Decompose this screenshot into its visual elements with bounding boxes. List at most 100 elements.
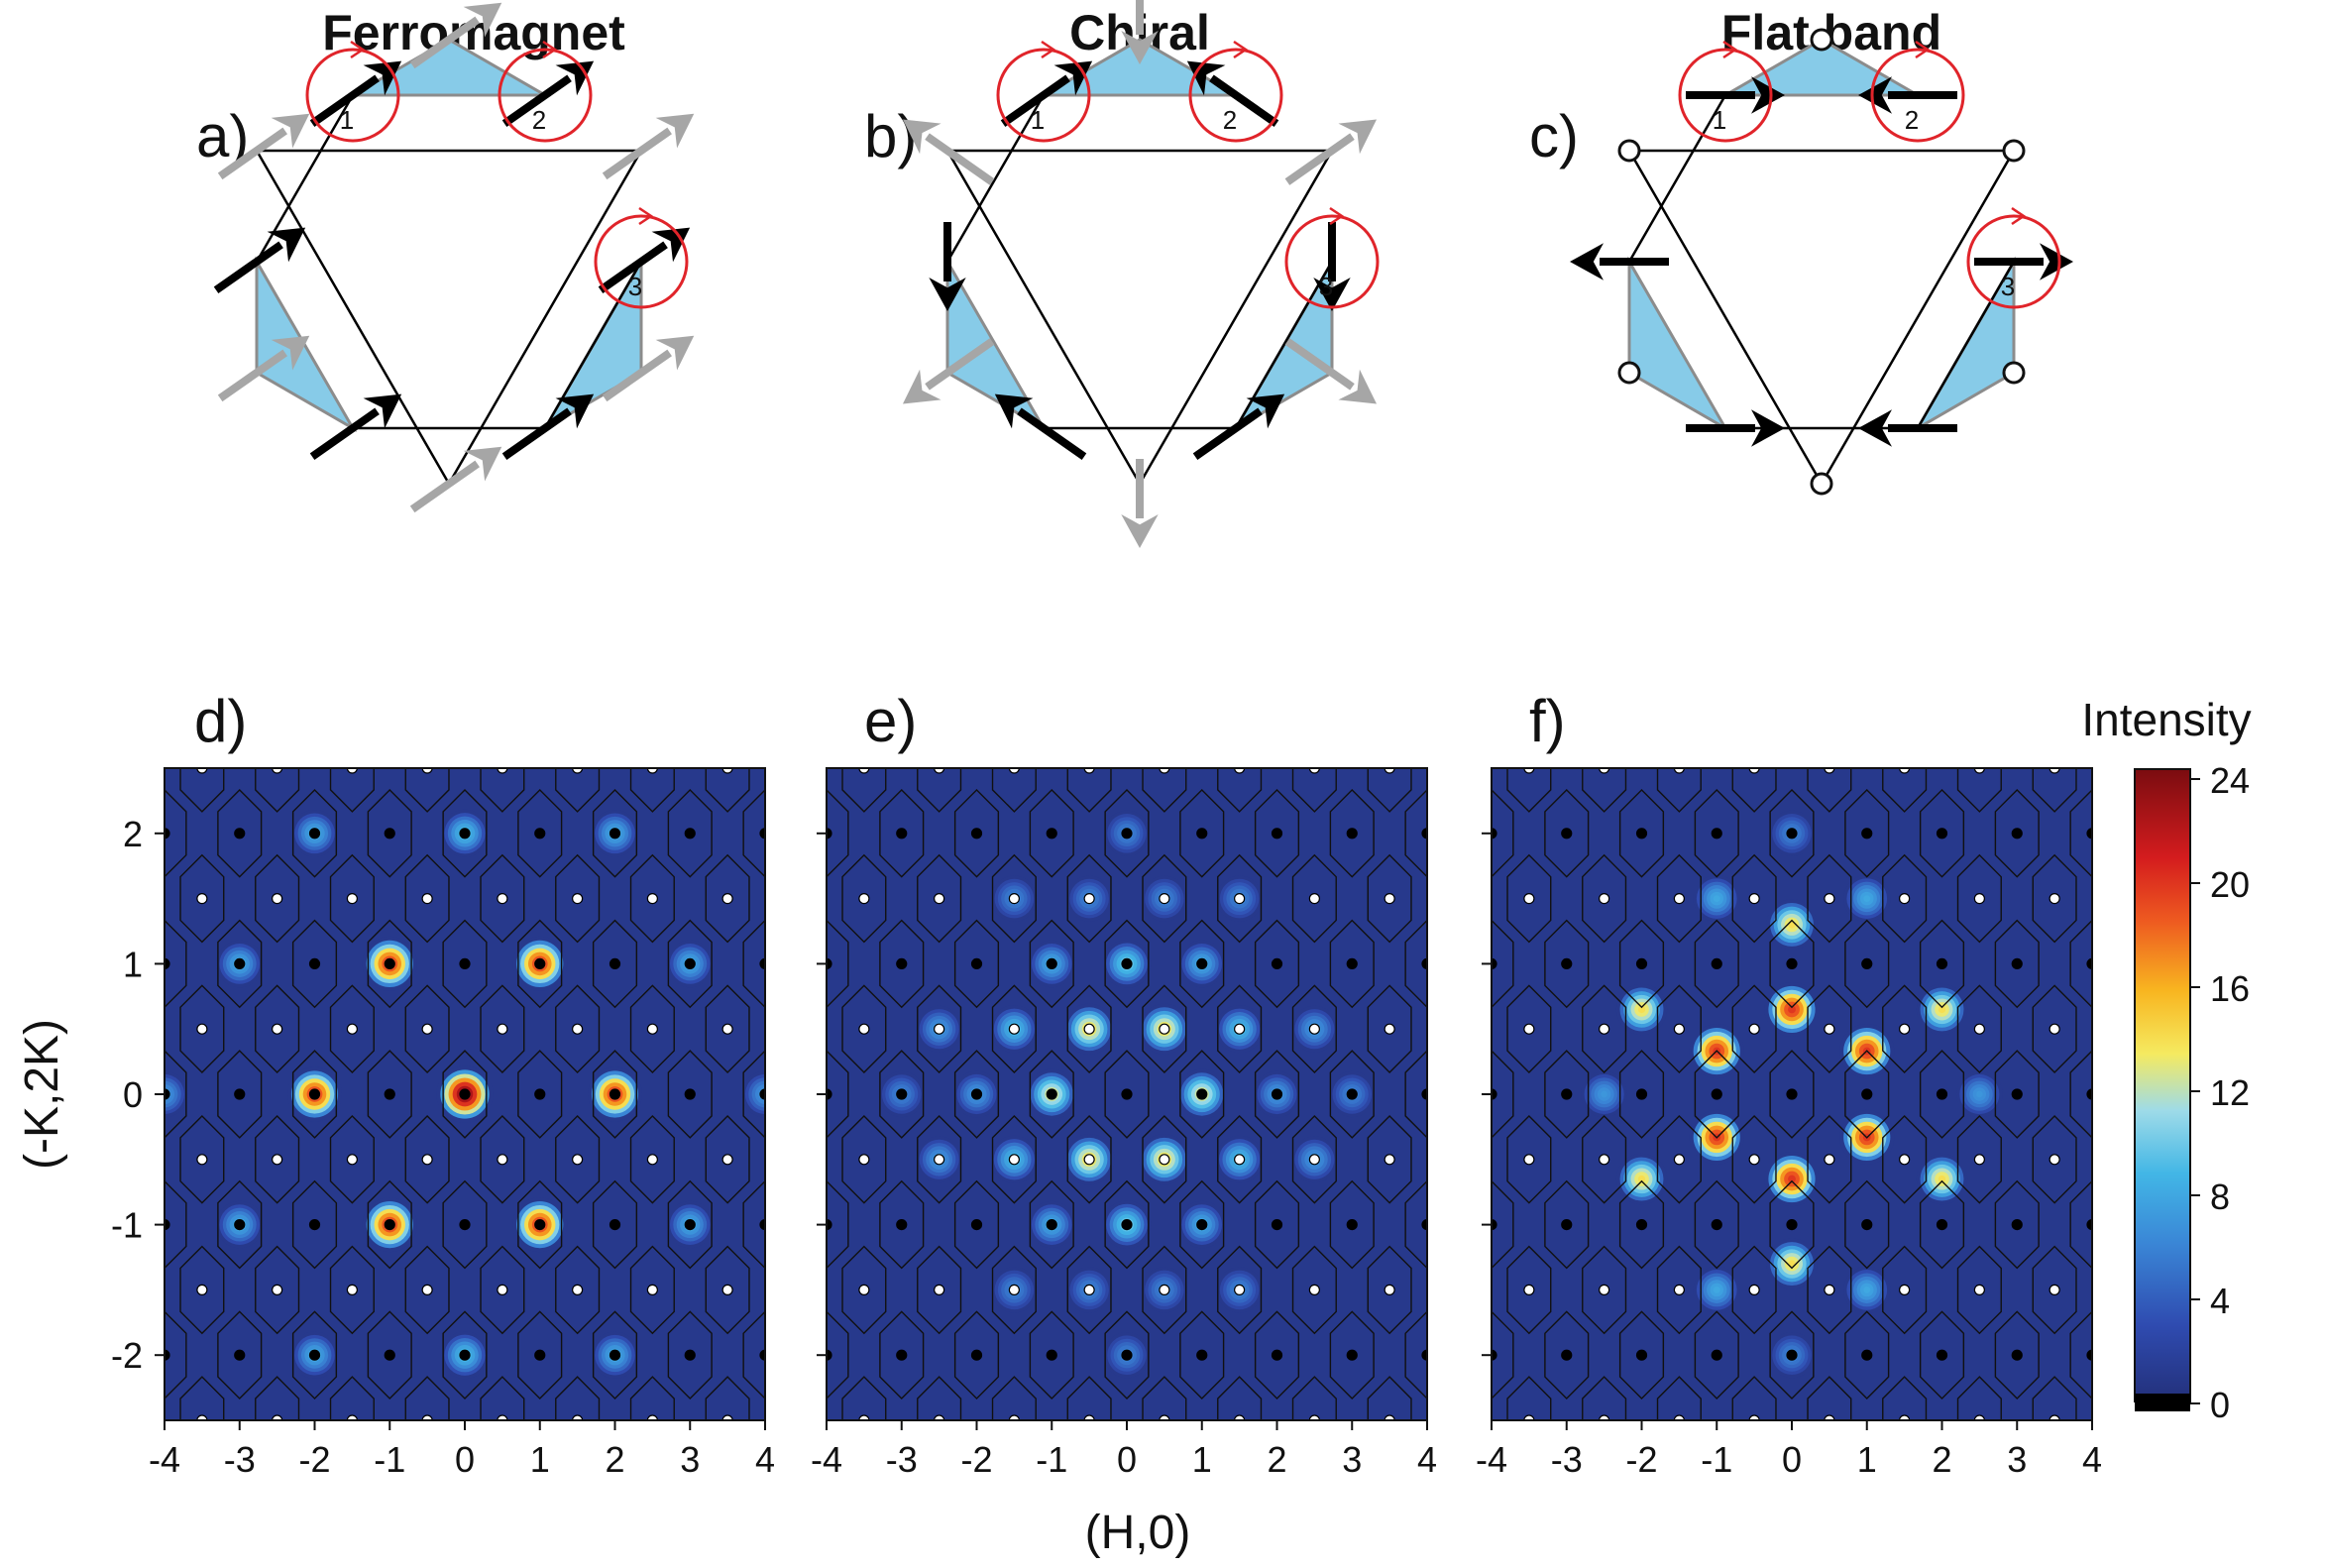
moment-site-3-shaft	[501, 407, 572, 460]
zone-boundary	[255, 1245, 300, 1335]
zone-boundary	[1921, 659, 1964, 746]
zone-boundary	[953, 919, 1000, 1009]
zone-boundary	[256, 1508, 299, 1568]
zone-boundary	[1732, 1508, 1776, 1568]
intensity-map-flat-band: -4 -3 -2 -1 0 1 2 3 4	[1432, 595, 2189, 1568]
lattice-point	[1234, 1154, 1246, 1166]
zone-boundary	[1254, 919, 1300, 1009]
zone-boundary	[1217, 1245, 1263, 1335]
bragg-point	[384, 828, 395, 840]
zone-boundary	[1443, 725, 1487, 812]
zone-boundary	[1582, 853, 1627, 944]
lattice-point	[1824, 1284, 1835, 1296]
precession-circle-2	[1870, 48, 1965, 143]
zone-boundary	[179, 768, 225, 813]
zone-boundary	[480, 1376, 525, 1420]
lattice-point	[1748, 1023, 1760, 1035]
precession-direction-icon	[1329, 206, 1345, 226]
bragg-point	[1786, 1088, 1798, 1100]
bragg-point	[2086, 957, 2092, 969]
zone-boundary	[1994, 919, 2040, 1009]
precession-direction-icon	[1233, 40, 1249, 59]
zone-boundary	[1506, 1376, 1552, 1420]
x-tick-label: 0	[1117, 1439, 1137, 1480]
lattice-point	[721, 1414, 733, 1420]
bragg-point	[1196, 1349, 1208, 1361]
moment-site-4-head	[363, 393, 402, 429]
zone-boundary	[1732, 595, 1776, 682]
zone-boundary	[1994, 1050, 2040, 1139]
bragg-point	[970, 828, 983, 840]
bragg-point	[759, 1088, 765, 1100]
x-tick-label: -2	[1625, 1439, 1657, 1480]
colorbar-ticks: 0 4 8 12 16 20 24	[2190, 760, 2250, 1425]
bragg-point	[896, 1218, 908, 1231]
bragg-point	[384, 1349, 395, 1361]
lattice-point	[1083, 1414, 1095, 1420]
intensity-peak-ring	[1713, 1287, 1720, 1293]
zone-boundary	[1066, 984, 1112, 1074]
lattice-point	[272, 768, 283, 774]
lattice-point	[1599, 1284, 1610, 1296]
bragg-point	[1271, 1088, 1283, 1100]
zone-boundary	[1958, 595, 2002, 682]
moment-site-1-shaft	[501, 74, 572, 127]
zone-boundary	[1769, 1179, 1815, 1270]
moment-corner-bottom-head	[1121, 514, 1159, 548]
lattice-point	[646, 1284, 658, 1296]
zone-boundary	[329, 768, 375, 813]
lattice-point	[1748, 892, 1760, 905]
zone-boundary	[555, 853, 601, 944]
zone-boundary	[1404, 1179, 1427, 1270]
intensity-peak-ring	[1863, 895, 1871, 902]
zone-boundary	[1807, 768, 1852, 813]
zone-boundary	[767, 1247, 811, 1334]
zone-boundary	[827, 1179, 849, 1270]
lattice-point	[1599, 1023, 1610, 1035]
zone-boundary	[256, 595, 299, 682]
lattice-point	[1523, 1154, 1535, 1166]
bragg-point	[1786, 1349, 1798, 1361]
zone-boundary	[2146, 1442, 2189, 1529]
moment-corner-2-head	[271, 335, 310, 371]
y-tick-label: -2	[111, 1335, 143, 1376]
zone-boundary	[1432, 1116, 1476, 1203]
lattice-point	[1159, 1154, 1170, 1166]
zone-boundary	[2108, 1508, 2152, 1568]
kagome-diagram-ferromagnet: 1 2 3	[213, 2, 695, 513]
moment-site-5-shaft	[213, 241, 283, 293]
x-tick-label: -2	[298, 1439, 330, 1480]
zone-boundary	[367, 919, 412, 1009]
bragg-point	[384, 957, 395, 970]
bragg-point	[970, 1088, 983, 1100]
zone-boundary	[841, 1114, 887, 1204]
zone-boundary	[105, 1508, 149, 1568]
bragg-point	[609, 1349, 621, 1361]
bragg-point	[609, 1218, 621, 1231]
x-tick-label: 3	[680, 1439, 700, 1480]
zone-boundary	[404, 1245, 450, 1335]
bragg-point	[234, 957, 246, 970]
zone-boundary	[217, 1310, 263, 1400]
zone-boundary	[1844, 1179, 1890, 1270]
zone-boundary	[1731, 984, 1777, 1074]
zone-boundary	[1883, 1508, 1927, 1568]
zone-boundary	[629, 984, 675, 1074]
corner-triangle-left	[945, 256, 1049, 433]
zone-boundary	[555, 1245, 601, 1335]
zone-boundary	[2032, 1245, 2077, 1335]
lattice-point	[1083, 1154, 1095, 1166]
zone-boundary	[404, 768, 450, 813]
bragg-point	[1936, 1349, 1948, 1361]
bragg-point	[308, 1349, 321, 1361]
moment-site-5-shaft	[1017, 407, 1087, 460]
lattice-point	[497, 768, 508, 774]
zone-boundary	[767, 1508, 811, 1568]
colorbar: Intensity 0 4 8 12 16 20 24	[2081, 694, 2251, 1425]
zone-boundary	[841, 984, 887, 1074]
zone-boundary	[1254, 788, 1300, 878]
zone-boundary	[2032, 984, 2077, 1074]
lattice-point	[1824, 1154, 1835, 1166]
zone-boundary	[105, 1377, 149, 1464]
